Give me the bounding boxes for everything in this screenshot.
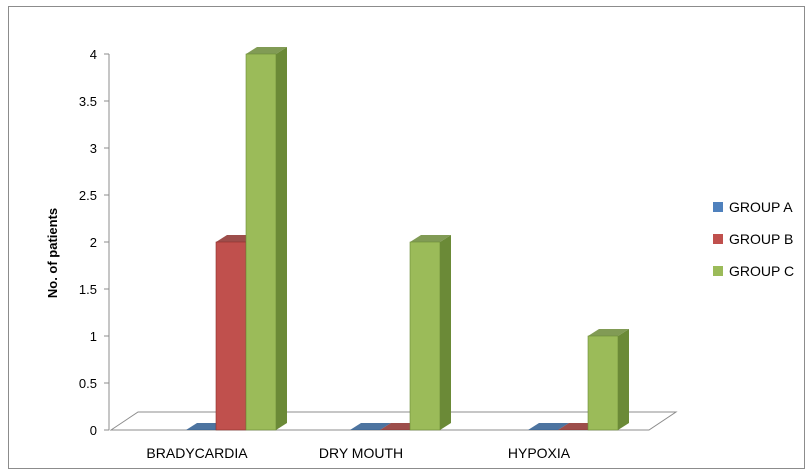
y-tick-label: 0 — [90, 423, 97, 438]
x-axis-labels: BRADYCARDIA DRY MOUTH HYPOXIA — [146, 445, 570, 461]
bar — [409, 235, 451, 431]
bar-front — [409, 241, 441, 431]
legend-swatch — [713, 234, 723, 244]
bar-top — [246, 47, 287, 54]
y-tick-label: 2.5 — [79, 188, 97, 203]
bar-side — [618, 329, 629, 430]
x-tick-label: DRY MOUTH — [319, 445, 403, 461]
y-tick-label: 3 — [90, 141, 97, 156]
bar-front — [215, 241, 247, 431]
bar — [528, 423, 569, 430]
bar-side — [440, 235, 451, 430]
y-tick-label: 1.5 — [79, 282, 97, 297]
y-tick-label: 3.5 — [79, 94, 97, 109]
legend-item-label: GROUP A — [729, 199, 793, 215]
legend-item-label: GROUP B — [729, 231, 793, 247]
legend-item-label: GROUP C — [729, 263, 794, 279]
y-tick-label: 0.5 — [79, 376, 97, 391]
y-tick-label: 2 — [90, 235, 97, 250]
bar-top — [588, 329, 629, 336]
y-tick-label: 1 — [90, 329, 97, 344]
y-axis: 0 0.5 1 1.5 2 2.5 3 3.5 4 — [79, 47, 110, 438]
bar-side — [276, 47, 287, 430]
y-axis-label: No. of patients — [45, 208, 60, 298]
legend-swatch — [713, 202, 723, 212]
bar — [350, 423, 391, 430]
chart-frame: 0 0.5 1 1.5 2 2.5 3 3.5 4 BRADYCARDIA DRY MOUTH HY… — [8, 6, 805, 469]
bars — [186, 47, 629, 431]
bar — [245, 47, 287, 431]
x-tick-label: HYPOXIA — [508, 445, 571, 461]
bar-top — [410, 235, 451, 242]
legend: GROUP A GROUP B GROUP C — [713, 199, 794, 279]
bar-top — [350, 423, 391, 430]
bar-top — [528, 423, 569, 430]
bar-front — [587, 335, 619, 431]
y-tick-label: 4 — [90, 47, 97, 62]
x-tick-label: BRADYCARDIA — [146, 445, 248, 461]
legend-swatch — [713, 266, 723, 276]
bar-front — [245, 53, 277, 431]
bar-chart: 0 0.5 1 1.5 2 2.5 3 3.5 4 BRADYCARDIA DRY MOUTH HY… — [45, 47, 794, 461]
bar — [587, 329, 629, 431]
